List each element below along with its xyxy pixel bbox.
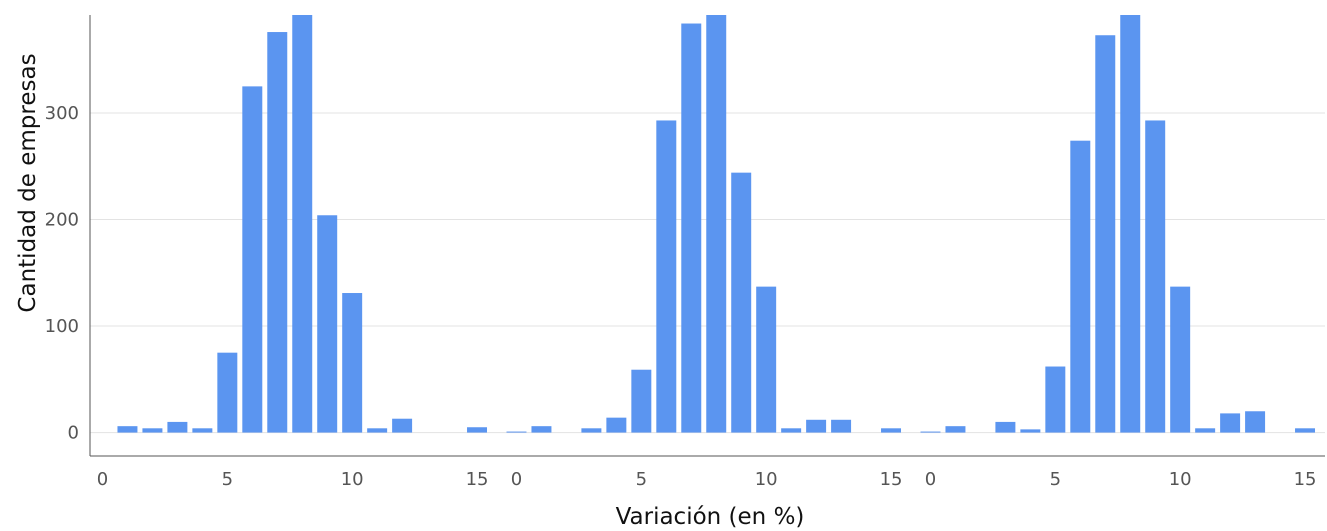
bar bbox=[945, 426, 966, 433]
x-tick-label: 15 bbox=[880, 469, 903, 490]
x-tick-label: 10 bbox=[341, 469, 364, 490]
x-axis-title: Variación (en %) bbox=[616, 504, 805, 530]
bar bbox=[606, 417, 627, 433]
bar bbox=[531, 426, 552, 433]
axes bbox=[89, 15, 1325, 457]
bar bbox=[1095, 35, 1116, 433]
bar bbox=[1020, 429, 1041, 433]
bar bbox=[1145, 120, 1166, 433]
bar bbox=[242, 86, 263, 433]
bar bbox=[806, 419, 827, 433]
bar bbox=[167, 421, 188, 433]
bar bbox=[995, 421, 1016, 433]
bar bbox=[142, 428, 163, 433]
bar bbox=[631, 369, 652, 433]
bar bbox=[1220, 413, 1241, 433]
bar bbox=[217, 352, 238, 433]
bar bbox=[192, 428, 213, 433]
y-tick-label: 0 bbox=[68, 423, 79, 444]
bar bbox=[392, 418, 413, 433]
bar bbox=[656, 120, 677, 433]
y-tick-label: 200 bbox=[45, 210, 79, 231]
bar bbox=[467, 427, 488, 433]
x-tick-label: 5 bbox=[636, 469, 647, 490]
bar bbox=[581, 428, 602, 433]
x-tick-label: 5 bbox=[222, 469, 233, 490]
x-tick-label: 10 bbox=[755, 469, 778, 490]
bar-series bbox=[117, 15, 1316, 433]
bar bbox=[117, 426, 138, 433]
x-tick-label: 15 bbox=[466, 469, 489, 490]
bar bbox=[1170, 286, 1191, 433]
bar bbox=[292, 15, 313, 433]
tick-labels: 0 100 200 300 0 5 10 15 0 5 10 15 0 5 10 15 bbox=[45, 103, 1317, 490]
x-tick-label: 0 bbox=[925, 469, 936, 490]
bar bbox=[1045, 366, 1066, 433]
bar bbox=[1120, 15, 1141, 433]
bar bbox=[506, 431, 527, 433]
bar bbox=[731, 172, 752, 433]
y-tick-label: 100 bbox=[45, 316, 79, 337]
x-tick-label: 15 bbox=[1294, 469, 1317, 490]
bar bbox=[756, 286, 777, 433]
x-tick-label: 5 bbox=[1050, 469, 1061, 490]
bar bbox=[681, 23, 702, 433]
x-tick-label: 0 bbox=[97, 469, 108, 490]
bar bbox=[317, 215, 338, 433]
x-tick-label: 10 bbox=[1169, 469, 1192, 490]
bar bbox=[881, 428, 902, 433]
bar bbox=[267, 32, 288, 433]
bar bbox=[367, 428, 388, 433]
bar bbox=[1245, 411, 1266, 433]
x-tick-label: 0 bbox=[511, 469, 522, 490]
bar bbox=[342, 293, 363, 433]
bar bbox=[1195, 428, 1216, 433]
bar bbox=[1295, 428, 1316, 433]
y-tick-label: 300 bbox=[45, 103, 79, 124]
bar bbox=[920, 431, 941, 433]
bar bbox=[1070, 140, 1091, 433]
bar bbox=[831, 419, 852, 433]
bar bbox=[781, 428, 802, 433]
bar bbox=[706, 15, 727, 433]
y-axis-title: Cantidad de empresas bbox=[15, 53, 41, 312]
